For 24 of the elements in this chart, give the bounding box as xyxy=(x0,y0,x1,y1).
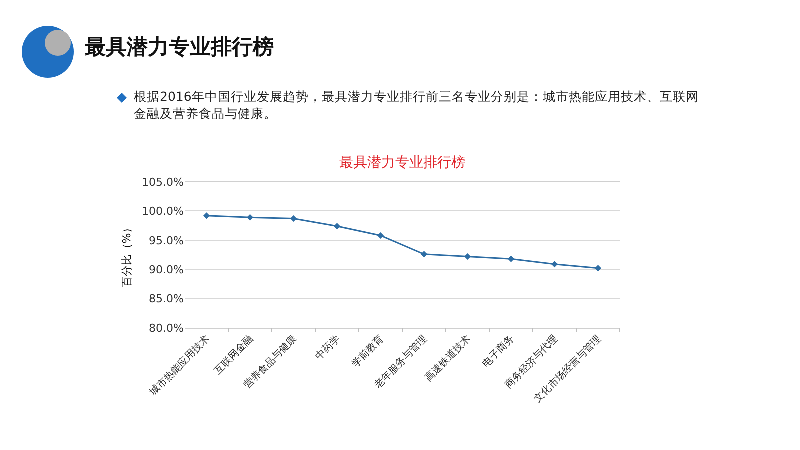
y-axis-title: 百分比（%） xyxy=(120,222,134,288)
x-tick-label: 电子商务 xyxy=(480,333,517,370)
x-tick-label: 城市热能应用技术 xyxy=(146,333,212,399)
point xyxy=(247,214,254,221)
x-tick-label: 中药学 xyxy=(313,333,343,363)
point xyxy=(378,232,384,239)
point xyxy=(508,256,514,262)
point xyxy=(552,261,558,268)
y-tick-label: 80.0% xyxy=(149,322,184,335)
point xyxy=(204,212,210,220)
y-tick-label: 85.0% xyxy=(149,292,184,306)
y-tick-label: 90.0% xyxy=(149,263,184,276)
text: 最具潜力专业排行榜 xyxy=(340,154,466,171)
point xyxy=(464,254,471,260)
y-tick-label: 105.0% xyxy=(142,176,184,189)
y-tick-label: 95.0% xyxy=(149,234,184,248)
point xyxy=(334,223,340,230)
point xyxy=(290,216,297,222)
point xyxy=(595,265,602,272)
y-tick-label: 100.0% xyxy=(142,205,184,218)
chart-title: 最具潜力专业排行榜 xyxy=(85,34,274,61)
chart-subtitle: 根据2016年中国行业发展趋势，最具潜力专业排行前三名专业分别是：城市热能应用技术、互联网金融及营养食品与健康。 xyxy=(134,88,700,122)
x-tick-label: 学前教育 xyxy=(350,333,386,370)
point xyxy=(421,251,428,258)
